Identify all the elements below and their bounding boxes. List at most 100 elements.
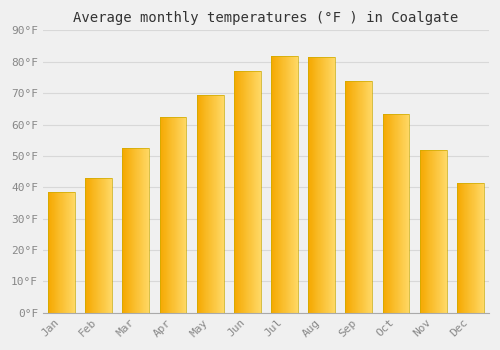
Bar	[480, 182, 481, 313]
Bar	[74, 192, 75, 313]
Bar	[53, 192, 54, 313]
Bar	[179, 117, 180, 313]
Bar	[368, 80, 369, 313]
Bar	[428, 149, 429, 313]
Bar	[408, 113, 409, 313]
Bar	[134, 148, 135, 313]
Bar	[431, 149, 432, 313]
Bar	[422, 149, 423, 313]
Bar	[406, 113, 407, 313]
Bar	[348, 80, 349, 313]
Bar	[473, 182, 474, 313]
Bar	[385, 113, 386, 313]
Bar	[476, 182, 478, 313]
Bar	[403, 113, 404, 313]
Bar	[435, 149, 436, 313]
Bar	[364, 80, 366, 313]
Bar	[217, 95, 218, 313]
Bar	[87, 178, 88, 313]
Bar	[257, 71, 258, 313]
Bar	[407, 113, 408, 313]
Bar	[297, 56, 298, 313]
Bar	[111, 178, 112, 313]
Bar	[282, 56, 283, 313]
Bar	[276, 56, 277, 313]
Bar	[359, 80, 360, 313]
Bar	[360, 80, 361, 313]
Bar	[362, 80, 363, 313]
Bar	[467, 182, 468, 313]
Bar	[136, 148, 137, 313]
Bar	[351, 80, 352, 313]
Bar	[442, 149, 443, 313]
Bar	[129, 148, 130, 313]
Bar	[327, 57, 328, 313]
Bar	[48, 192, 75, 313]
Bar	[329, 57, 330, 313]
Bar	[468, 182, 469, 313]
Bar	[317, 57, 318, 313]
Bar	[280, 56, 281, 313]
Bar	[326, 57, 327, 313]
Bar	[470, 182, 471, 313]
Bar	[243, 71, 244, 313]
Bar	[279, 56, 280, 313]
Bar	[464, 182, 465, 313]
Bar	[357, 80, 358, 313]
Bar	[474, 182, 475, 313]
Bar	[355, 80, 356, 313]
Bar	[309, 57, 310, 313]
Bar	[436, 149, 437, 313]
Bar	[251, 71, 252, 313]
Bar	[71, 192, 72, 313]
Bar	[110, 178, 111, 313]
Title: Average monthly temperatures (°F ) in Coalgate: Average monthly temperatures (°F ) in Co…	[74, 11, 458, 25]
Bar	[423, 149, 424, 313]
Bar	[101, 178, 102, 313]
Bar	[72, 192, 73, 313]
Bar	[332, 57, 333, 313]
Bar	[98, 178, 99, 313]
Bar	[176, 117, 177, 313]
Bar	[424, 149, 425, 313]
Bar	[147, 148, 148, 313]
Bar	[92, 178, 93, 313]
Bar	[387, 113, 388, 313]
Bar	[99, 178, 100, 313]
Bar	[51, 192, 52, 313]
Bar	[396, 113, 397, 313]
Bar	[164, 117, 165, 313]
Bar	[346, 80, 347, 313]
Bar	[214, 95, 215, 313]
Bar	[250, 71, 251, 313]
Bar	[95, 178, 96, 313]
Bar	[465, 182, 466, 313]
Bar	[234, 71, 235, 313]
Bar	[390, 113, 391, 313]
Bar	[320, 57, 321, 313]
Bar	[290, 56, 291, 313]
Bar	[369, 80, 370, 313]
Bar	[197, 95, 224, 313]
Bar	[128, 148, 129, 313]
Bar	[106, 178, 108, 313]
Bar	[308, 57, 335, 313]
Bar	[288, 56, 289, 313]
Bar	[324, 57, 325, 313]
Bar	[143, 148, 144, 313]
Bar	[100, 178, 101, 313]
Bar	[185, 117, 186, 313]
Bar	[213, 95, 214, 313]
Bar	[216, 95, 217, 313]
Bar	[89, 178, 90, 313]
Bar	[284, 56, 285, 313]
Bar	[443, 149, 444, 313]
Bar	[384, 113, 385, 313]
Bar	[347, 80, 348, 313]
Bar	[293, 56, 294, 313]
Bar	[426, 149, 428, 313]
Bar	[472, 182, 473, 313]
Bar	[108, 178, 109, 313]
Bar	[354, 80, 355, 313]
Bar	[458, 182, 459, 313]
